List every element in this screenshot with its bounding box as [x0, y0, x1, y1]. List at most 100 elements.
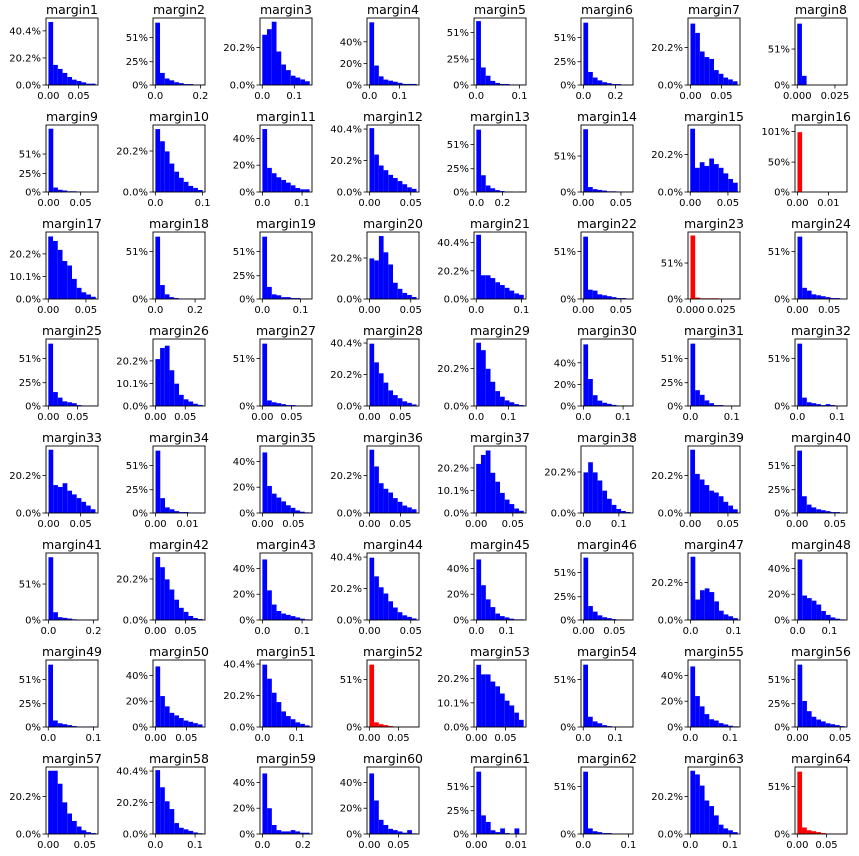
- bar: [690, 770, 696, 834]
- subplot-title: margin9: [46, 109, 98, 124]
- bar: [295, 187, 301, 192]
- bar: [806, 504, 812, 514]
- axes-frame: [45, 766, 99, 835]
- bar: [164, 151, 170, 192]
- x-tick-label: 0.0: [576, 519, 592, 530]
- bar: [383, 593, 389, 620]
- bar: [797, 132, 803, 192]
- bar: [369, 664, 375, 727]
- subplot-title: margin14: [577, 109, 637, 124]
- y-tick-label: 25%: [19, 699, 41, 710]
- axes-frame: [580, 338, 634, 407]
- bar: [583, 236, 589, 299]
- x-tick-label: 0.00: [358, 519, 380, 530]
- x-tick-label: 0.0: [683, 626, 699, 637]
- bar: [704, 588, 710, 620]
- bar: [179, 512, 184, 513]
- y-tick-label: 0%: [667, 402, 683, 413]
- bar: [286, 70, 291, 85]
- x-tick-label: 0.1: [621, 840, 637, 851]
- x-tick-label: 0.1: [294, 198, 310, 209]
- bar: [374, 466, 379, 513]
- bar: [188, 721, 194, 727]
- subplot-margin40: margin40 0.00 0.05 0% 25% 51%: [768, 430, 851, 530]
- y-tick-label: 40.4%: [9, 26, 41, 37]
- bar: [271, 402, 277, 406]
- bar: [72, 726, 77, 727]
- bar: [67, 402, 72, 406]
- bar: [290, 830, 296, 834]
- bar: [179, 827, 184, 834]
- x-tick-label: 0.1: [722, 733, 738, 744]
- x-tick-label: 0.000: [783, 91, 812, 102]
- bar: [704, 800, 710, 834]
- axes-frame: [259, 124, 313, 193]
- bar: [839, 726, 845, 727]
- bar: [281, 297, 286, 299]
- bar: [602, 617, 607, 620]
- bar: [155, 359, 161, 406]
- bar: [485, 821, 491, 834]
- x-tick-label: 0.1: [615, 412, 631, 423]
- bar: [267, 808, 272, 834]
- bar: [383, 252, 389, 299]
- bar: [709, 806, 714, 834]
- bar: [695, 599, 701, 620]
- bar: [583, 664, 588, 727]
- bar: [495, 82, 500, 85]
- y-tick-label: 20%: [126, 697, 148, 708]
- bar: [700, 590, 705, 620]
- x-tick-label: 0.0: [468, 198, 484, 209]
- bar: [197, 404, 203, 406]
- subplot-title: margin41: [42, 537, 102, 552]
- subplot-margin45: margin45 0.0 0.1 0% 20% 40%: [447, 537, 530, 637]
- bar: [53, 187, 58, 192]
- x-tick-label: 0.05: [400, 626, 422, 637]
- bar: [262, 34, 267, 85]
- bar: [155, 770, 161, 834]
- y-tick-label: 0%: [774, 402, 790, 413]
- bar: [67, 725, 72, 727]
- bar: [86, 832, 92, 834]
- bar: [295, 617, 301, 620]
- y-tick-label: 20%: [768, 590, 790, 601]
- y-tick-label: 0%: [560, 188, 576, 199]
- axes-frame: [687, 766, 741, 835]
- bar: [816, 604, 822, 620]
- bar: [369, 22, 375, 85]
- bar: [695, 473, 700, 513]
- y-tick-label: 40%: [661, 671, 683, 682]
- x-tick-label: 0.05: [75, 305, 97, 316]
- axes-frame: [152, 445, 206, 514]
- x-tick-label: 0.01: [817, 198, 839, 209]
- bar: [607, 833, 612, 834]
- subplot-margin6: margin6 0.0 0.2 0% 25% 51%: [554, 2, 634, 102]
- bar: [155, 666, 161, 727]
- bar: [90, 296, 96, 299]
- bar: [281, 831, 286, 834]
- axes-frame: [794, 552, 848, 621]
- axes-frame: [687, 659, 741, 728]
- subplot-title: margin24: [791, 216, 851, 231]
- y-tick-label: 51%: [126, 247, 148, 258]
- subplot-margin19: margin19 0.0 0.1 0% 25% 51%: [233, 216, 316, 316]
- axes-frame: [366, 659, 420, 728]
- bar: [825, 723, 831, 727]
- bar: [90, 83, 96, 85]
- y-tick-label: 20.2%: [544, 467, 576, 478]
- y-tick-label: 20.2%: [9, 792, 41, 803]
- axes-frame: [580, 124, 634, 193]
- subplot-margin20: margin20 0.00 0.05 0.0% 20.2%: [330, 216, 423, 316]
- x-tick-label: 0.1: [829, 412, 845, 423]
- y-tick-label: 0%: [132, 81, 148, 92]
- y-tick-label: 20.2%: [437, 266, 469, 277]
- x-tick-label: 0.00: [144, 519, 166, 530]
- bar: [830, 724, 836, 727]
- x-tick-label: 0.00: [251, 519, 273, 530]
- bar: [378, 587, 384, 620]
- x-tick-label: 0.05: [824, 519, 846, 530]
- bar: [295, 77, 301, 85]
- subplot-margin51: margin51 0.0 0.1 0.0% 20.2% 40.4%: [223, 644, 316, 744]
- y-tick-label: 0%: [774, 723, 790, 734]
- subplot-title: margin16: [791, 109, 851, 124]
